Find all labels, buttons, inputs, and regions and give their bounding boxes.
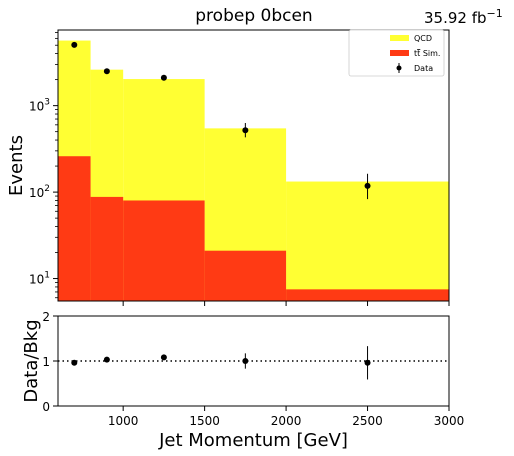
x-tick-label: 1000 xyxy=(108,414,139,428)
x-axis-label: Jet Momentum [GeV] xyxy=(158,430,348,451)
y-tick-label: 101 xyxy=(29,271,50,287)
ratio-y-tick-label: 1 xyxy=(42,355,50,369)
top-x-axis-ticks xyxy=(123,301,449,306)
legend-label-data: Data xyxy=(414,64,433,73)
legend-swatch-ttbar xyxy=(390,50,409,56)
ttbar-bar xyxy=(58,156,91,301)
legend-label-qcd: QCD xyxy=(414,34,432,43)
luminosity-label: 35.92 fb−1 xyxy=(424,7,503,27)
ratio-point xyxy=(104,357,110,363)
ratio-point xyxy=(161,354,167,360)
top-y-axis-label: Events xyxy=(6,135,27,196)
legend: QCD tt Sim. Data xyxy=(349,30,444,76)
ttbar-bar xyxy=(91,197,124,301)
ratio-y-axis-ticks: 0 1 2 xyxy=(42,310,58,414)
legend-swatch-qcd xyxy=(390,35,409,41)
ratio-point xyxy=(242,358,248,364)
ratio-y-tick-label: 2 xyxy=(42,310,50,324)
figure-title: probep 0bcen xyxy=(195,6,312,26)
ratio-points xyxy=(71,346,370,379)
data-point xyxy=(104,68,110,74)
x-tick-label: 3000 xyxy=(434,414,465,428)
data-point xyxy=(365,183,371,189)
x-tick-label: 2000 xyxy=(271,414,302,428)
ttbar-bar xyxy=(286,289,449,301)
x-axis-ticks: 1000 1500 2000 2500 3000 xyxy=(108,406,464,428)
legend-label-ttbar: tt Sim. xyxy=(414,49,440,58)
top-histogram-panel: 101 102 103 Events QCD tt Sim. Data xyxy=(6,30,449,306)
ratio-point xyxy=(71,360,77,366)
y-tick-label: 102 xyxy=(29,184,50,200)
data-point xyxy=(161,75,167,81)
data-point xyxy=(242,127,248,133)
x-tick-label: 2500 xyxy=(352,414,383,428)
ratio-point xyxy=(365,360,371,366)
top-y-axis-ticks: 101 102 103 xyxy=(29,33,58,298)
qcd-bar xyxy=(286,182,449,301)
x-tick-label: 1500 xyxy=(189,414,220,428)
data-point xyxy=(71,42,77,48)
ttbar-bar xyxy=(205,251,286,301)
ratio-y-tick-label: 0 xyxy=(42,400,50,414)
y-tick-label: 103 xyxy=(29,98,50,114)
legend-point xyxy=(397,66,402,71)
stacked-histogram-bars xyxy=(58,41,449,301)
ratio-panel: 0 1 2 1000 1500 2000 2500 3000 Data/Bkg Jet Mo… xyxy=(21,310,464,451)
ttbar-bar xyxy=(123,200,204,301)
ratio-y-axis-label: Data/Bkg xyxy=(21,319,42,402)
